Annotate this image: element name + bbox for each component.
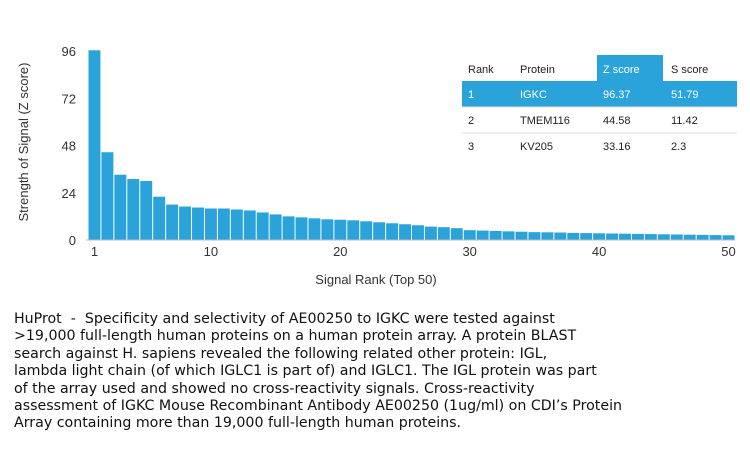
bar-rank-32 — [489, 230, 502, 240]
bar-rank-1 — [88, 50, 101, 240]
table-header-cell: Z score — [603, 64, 640, 76]
y-tick-label: 48 — [62, 139, 76, 154]
table-header-cell: S score — [671, 64, 708, 76]
bar-rank-21 — [347, 220, 360, 240]
figure-caption: HuProt - Specificity and selectivity of … — [14, 311, 622, 432]
bar-rank-11 — [217, 208, 230, 240]
bar-rank-7 — [166, 204, 179, 240]
table-cell: TMEM116 — [520, 115, 570, 127]
x-tick-label: 40 — [592, 244, 606, 259]
bar-rank-20 — [334, 219, 347, 240]
table-cell: 11.42 — [671, 115, 698, 127]
bar-rank-46 — [670, 234, 683, 240]
bar-rank-9 — [192, 207, 204, 240]
bar-rank-5 — [140, 180, 153, 240]
bar-rank-19 — [321, 219, 334, 240]
bar-rank-2 — [101, 152, 114, 240]
bar-rank-48 — [696, 234, 709, 240]
x-tick-label: 1 — [91, 244, 98, 259]
bar-rank-10 — [204, 208, 217, 240]
bar-rank-22 — [360, 221, 373, 240]
bar-rank-29 — [450, 228, 463, 240]
bar-rank-38 — [567, 232, 580, 240]
y-axis-ticks: 0 24 48 72 96 — [62, 44, 76, 248]
x-axis-ticks: 1 10 20 30 40 50 — [91, 244, 736, 259]
bar-rank-28 — [437, 227, 450, 240]
bar-rank-50 — [722, 235, 735, 240]
bar-rank-4 — [127, 178, 140, 240]
bar-rank-30 — [463, 230, 476, 240]
bar-rank-27 — [424, 226, 437, 240]
bar-rank-8 — [179, 206, 192, 240]
bar-rank-17 — [295, 217, 308, 240]
table-cell: 44.58 — [603, 115, 631, 127]
bar-rank-12 — [230, 209, 243, 240]
bar-rank-25 — [399, 224, 411, 240]
bar-rank-26 — [412, 225, 424, 240]
bar-rank-45 — [657, 234, 670, 240]
y-tick-label: 96 — [62, 44, 76, 59]
table-cell: 2 — [468, 115, 474, 127]
bar-rank-3 — [114, 174, 127, 240]
related-proteins-table: Rank Protein Z score S score 1 IGKC 96.37 51.79… — [462, 55, 737, 159]
table-cell: 33.16 — [603, 141, 631, 153]
bar-rank-15 — [269, 214, 282, 240]
table-cell: 96.37 — [603, 89, 631, 101]
table-header-cell: Rank — [468, 64, 494, 76]
x-tick-label: 50 — [721, 244, 735, 259]
y-axis-title: Strength of Signal (Z score) — [16, 63, 31, 222]
bar-rank-34 — [515, 231, 528, 240]
zscore-header-highlight — [597, 55, 663, 81]
table-cell: 1 — [468, 89, 474, 101]
bar-rank-35 — [528, 232, 541, 241]
bar-rank-23 — [373, 222, 386, 240]
bar-rank-16 — [282, 216, 295, 241]
bar-rank-47 — [683, 234, 696, 240]
bar-rank-18 — [308, 218, 321, 240]
bars-group — [88, 50, 735, 241]
x-tick-label: 10 — [204, 244, 218, 259]
bar-rank-24 — [386, 223, 399, 240]
bar-rank-39 — [580, 233, 593, 240]
bar-rank-33 — [502, 231, 515, 240]
bar-rank-31 — [476, 230, 489, 240]
bar-rank-13 — [243, 210, 256, 240]
x-axis-title: Signal Rank (Top 50) — [315, 272, 436, 287]
table-cell: 3 — [468, 141, 474, 153]
signal-rank-chart: 0 24 48 72 96 1 10 20 30 40 50 Signal Rank (Top 5… — [16, 44, 737, 287]
bar-rank-36 — [541, 232, 554, 240]
table-cell: IGKC — [520, 89, 547, 101]
table-header-cell: Protein — [520, 64, 555, 76]
x-tick-label: 20 — [333, 244, 347, 259]
bar-rank-14 — [256, 212, 269, 240]
row-highlight — [462, 81, 737, 107]
y-tick-label: 24 — [62, 186, 76, 201]
bar-rank-44 — [644, 234, 657, 240]
bar-rank-6 — [153, 196, 166, 240]
y-tick-label: 0 — [69, 233, 76, 248]
bar-rank-37 — [554, 232, 567, 240]
y-tick-label: 72 — [62, 91, 76, 106]
bar-rank-40 — [593, 233, 606, 240]
bar-rank-41 — [606, 233, 619, 240]
table-cell: KV205 — [520, 141, 553, 153]
bar-rank-42 — [619, 233, 631, 240]
table-cell: 51.79 — [671, 89, 699, 101]
table-cell: 2.3 — [671, 141, 686, 153]
bar-rank-49 — [709, 235, 722, 240]
bar-rank-43 — [631, 233, 644, 240]
x-tick-label: 30 — [462, 244, 476, 259]
